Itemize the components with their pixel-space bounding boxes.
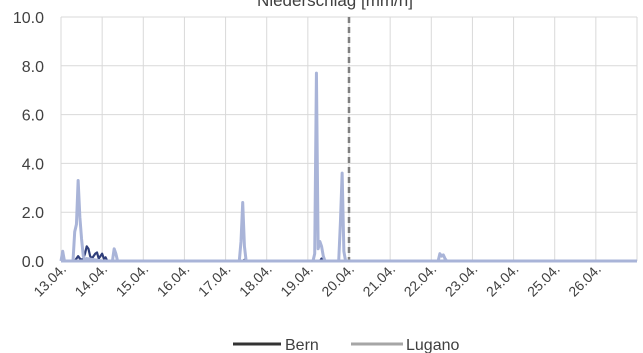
- x-tick-label: 26.04.: [565, 261, 604, 300]
- x-tick-label: 24.04.: [483, 261, 522, 300]
- x-tick-label: 15.04.: [113, 261, 152, 300]
- y-tick-label: 6.0: [22, 108, 44, 125]
- x-tick-label: 23.04.: [442, 261, 481, 300]
- y-tick-label: 8.0: [22, 59, 44, 76]
- y-tick-label: 10.0: [13, 10, 44, 27]
- x-tick-label: 18.04.: [236, 261, 275, 300]
- y-tick-label: 4.0: [22, 156, 44, 173]
- y-tick-label: 0.0: [22, 254, 44, 271]
- legend: Bern Lugano: [233, 337, 459, 353]
- x-tick-label: 20.04.: [318, 261, 357, 300]
- legend-label-lugano: Lugano: [406, 337, 459, 353]
- x-tick-label: 22.04.: [401, 261, 440, 300]
- x-axis: 13.04. 14.04. 15.04. 16.04. 17.04. 18.04. 19.0…: [30, 261, 604, 300]
- x-tick-label: 21.04.: [359, 261, 398, 300]
- legend-label-bern: Bern: [285, 337, 319, 353]
- y-tick-label: 2.0: [22, 205, 44, 222]
- y-axis: 0.0 2.0 4.0 6.0 8.0 10.0: [13, 10, 44, 271]
- x-tick-label: 19.04.: [277, 261, 316, 300]
- x-tick-label: 17.04.: [195, 261, 234, 300]
- x-tick-label: 14.04.: [71, 261, 110, 300]
- x-tick-label: 16.04.: [154, 261, 193, 300]
- x-tick-label: 25.04.: [524, 261, 563, 300]
- chart-title: Niederschlag [mm/h]: [257, 0, 413, 10]
